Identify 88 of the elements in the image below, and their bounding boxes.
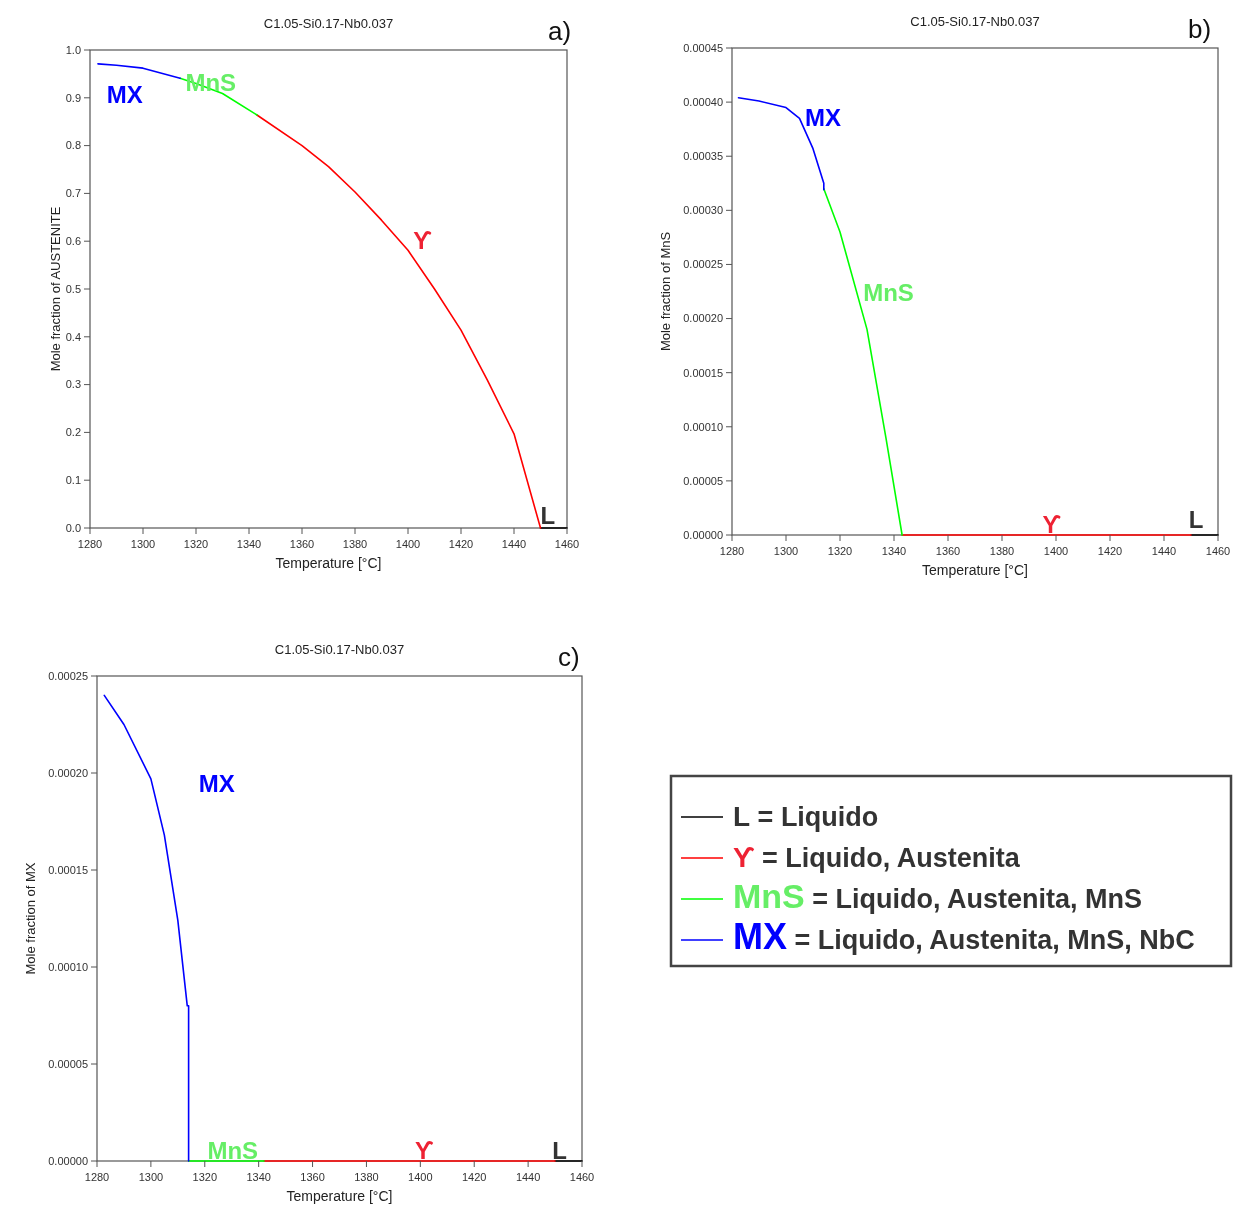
x-tick-label: 1280 [84, 1171, 110, 1183]
legend-label: MnS = Liquido, Austenita, MnS [733, 877, 1143, 915]
y-tick-label: 0.00020 [48, 766, 88, 779]
x-tick-label: 1400 [395, 538, 421, 550]
annotation: ϒ [413, 226, 433, 254]
x-tick-label: 1380 [354, 1171, 379, 1183]
x-tick-label: 1460 [1205, 545, 1231, 557]
y-tick-label: 0.00025 [48, 669, 88, 682]
y-tick-label: 0.9 [65, 91, 81, 104]
x-tick-label: 1420 [1097, 545, 1123, 557]
y-axis-title: Mole fraction of AUSTENITE [48, 206, 63, 372]
x-tick-label: 1380 [342, 538, 368, 550]
y-tick-label: 0.2 [65, 426, 81, 439]
x-tick-label: 1320 [827, 545, 853, 557]
x-tick-label: 1360 [300, 1171, 325, 1183]
legend-label: ϒ = Liquido, Austenita [733, 842, 1021, 873]
y-tick-label: 0.7 [65, 187, 81, 200]
annotation: MnS [863, 279, 914, 307]
x-axis-title: Temperature [°C] [286, 1188, 393, 1204]
annotation: L [540, 501, 556, 529]
chart-title: C1.05-Si0.17-Nb0.037 [274, 642, 405, 657]
y-tick-label: 0.8 [65, 139, 81, 152]
x-tick-label: 1340 [246, 1171, 271, 1183]
x-tick-label: 1380 [989, 545, 1015, 557]
x-axis-title: Temperature [°C] [922, 562, 1028, 578]
y-tick-label: 0.6 [65, 235, 81, 248]
y-tick-label: 0.5 [65, 282, 81, 295]
y-tick-label: 0.00015 [683, 366, 723, 379]
y-tick-label: 0.00035 [683, 150, 723, 163]
text: c) [558, 642, 580, 672]
x-tick-label: 1300 [773, 545, 799, 557]
x-tick-label: 1460 [554, 538, 580, 550]
y-tick-label: 0.00000 [48, 1154, 88, 1167]
y-tick-label: 0.00005 [683, 474, 723, 487]
legend-label: MX = Liquido, Austenita, MnS, NbC [733, 916, 1195, 957]
annotation: ϒ [1042, 511, 1062, 538]
y-tick-label: 1.0 [65, 43, 81, 56]
x-tick-label: 1360 [289, 538, 315, 550]
x-tick-label: 1440 [515, 1171, 541, 1183]
y-tick-label: 0.4 [65, 330, 81, 343]
x-tick-label: 1280 [77, 538, 103, 550]
y-tick-label: 0.00015 [48, 863, 88, 876]
y-tick-label: 0.1 [65, 474, 81, 487]
x-tick-label: 1400 [1043, 545, 1069, 557]
legend-label: L = Liquido [733, 801, 879, 832]
line-series [103, 694, 190, 1162]
x-tick-label: 1320 [183, 538, 209, 550]
x-tick-label: 1420 [461, 1171, 487, 1183]
x-tick-label: 1440 [501, 538, 527, 550]
line-series [256, 114, 542, 529]
y-axis-title: Mole fraction of MnS [658, 231, 673, 352]
text: b) [1188, 14, 1212, 44]
y-tick-label: 0.00020 [683, 312, 723, 325]
x-tick-label: 1340 [881, 545, 907, 557]
x-tick-label: 1300 [138, 1171, 164, 1183]
y-tick-label: 0.00025 [683, 258, 723, 271]
line-series [97, 63, 181, 79]
annotation: MX [804, 103, 841, 131]
chart-title: C1.05-Si0.17-Nb0.037 [263, 16, 394, 31]
x-tick-label: 1280 [719, 545, 745, 557]
annotation: ϒ [414, 1137, 434, 1164]
x-tick-label: 1460 [569, 1171, 595, 1183]
y-tick-label: 0.00000 [683, 528, 723, 541]
annotation: MnS [185, 68, 237, 96]
x-tick-label: 1440 [1151, 545, 1177, 557]
annotation: L [1188, 505, 1204, 533]
x-tick-label: 1400 [408, 1171, 433, 1183]
y-tick-label: 0.00010 [48, 960, 88, 973]
x-tick-label: 1360 [935, 545, 961, 557]
x-tick-label: 1420 [448, 538, 474, 550]
y-tick-label: 0.3 [65, 378, 81, 391]
annotation: MX [106, 80, 143, 108]
x-tick-label: 1300 [130, 538, 156, 550]
x-tick-label: 1320 [192, 1171, 218, 1183]
annotation: L [552, 1137, 568, 1164]
annotation: MnS [207, 1137, 259, 1164]
y-tick-label: 0.00030 [683, 204, 723, 217]
y-tick-label: 0.00005 [48, 1057, 88, 1070]
chart-title: C1.05-Si0.17-Nb0.037 [910, 14, 1040, 29]
text: a) [548, 16, 572, 46]
y-axis-title: Mole fraction of MX [23, 862, 38, 975]
annotation: MX [198, 770, 235, 798]
x-tick-label: 1340 [236, 538, 262, 550]
x-axis-title: Temperature [°C] [275, 555, 382, 571]
y-tick-label: 0.0 [65, 521, 81, 534]
y-tick-label: 0.00010 [683, 420, 723, 433]
y-tick-label: 0.00045 [683, 41, 723, 54]
y-tick-label: 0.00040 [683, 95, 723, 108]
